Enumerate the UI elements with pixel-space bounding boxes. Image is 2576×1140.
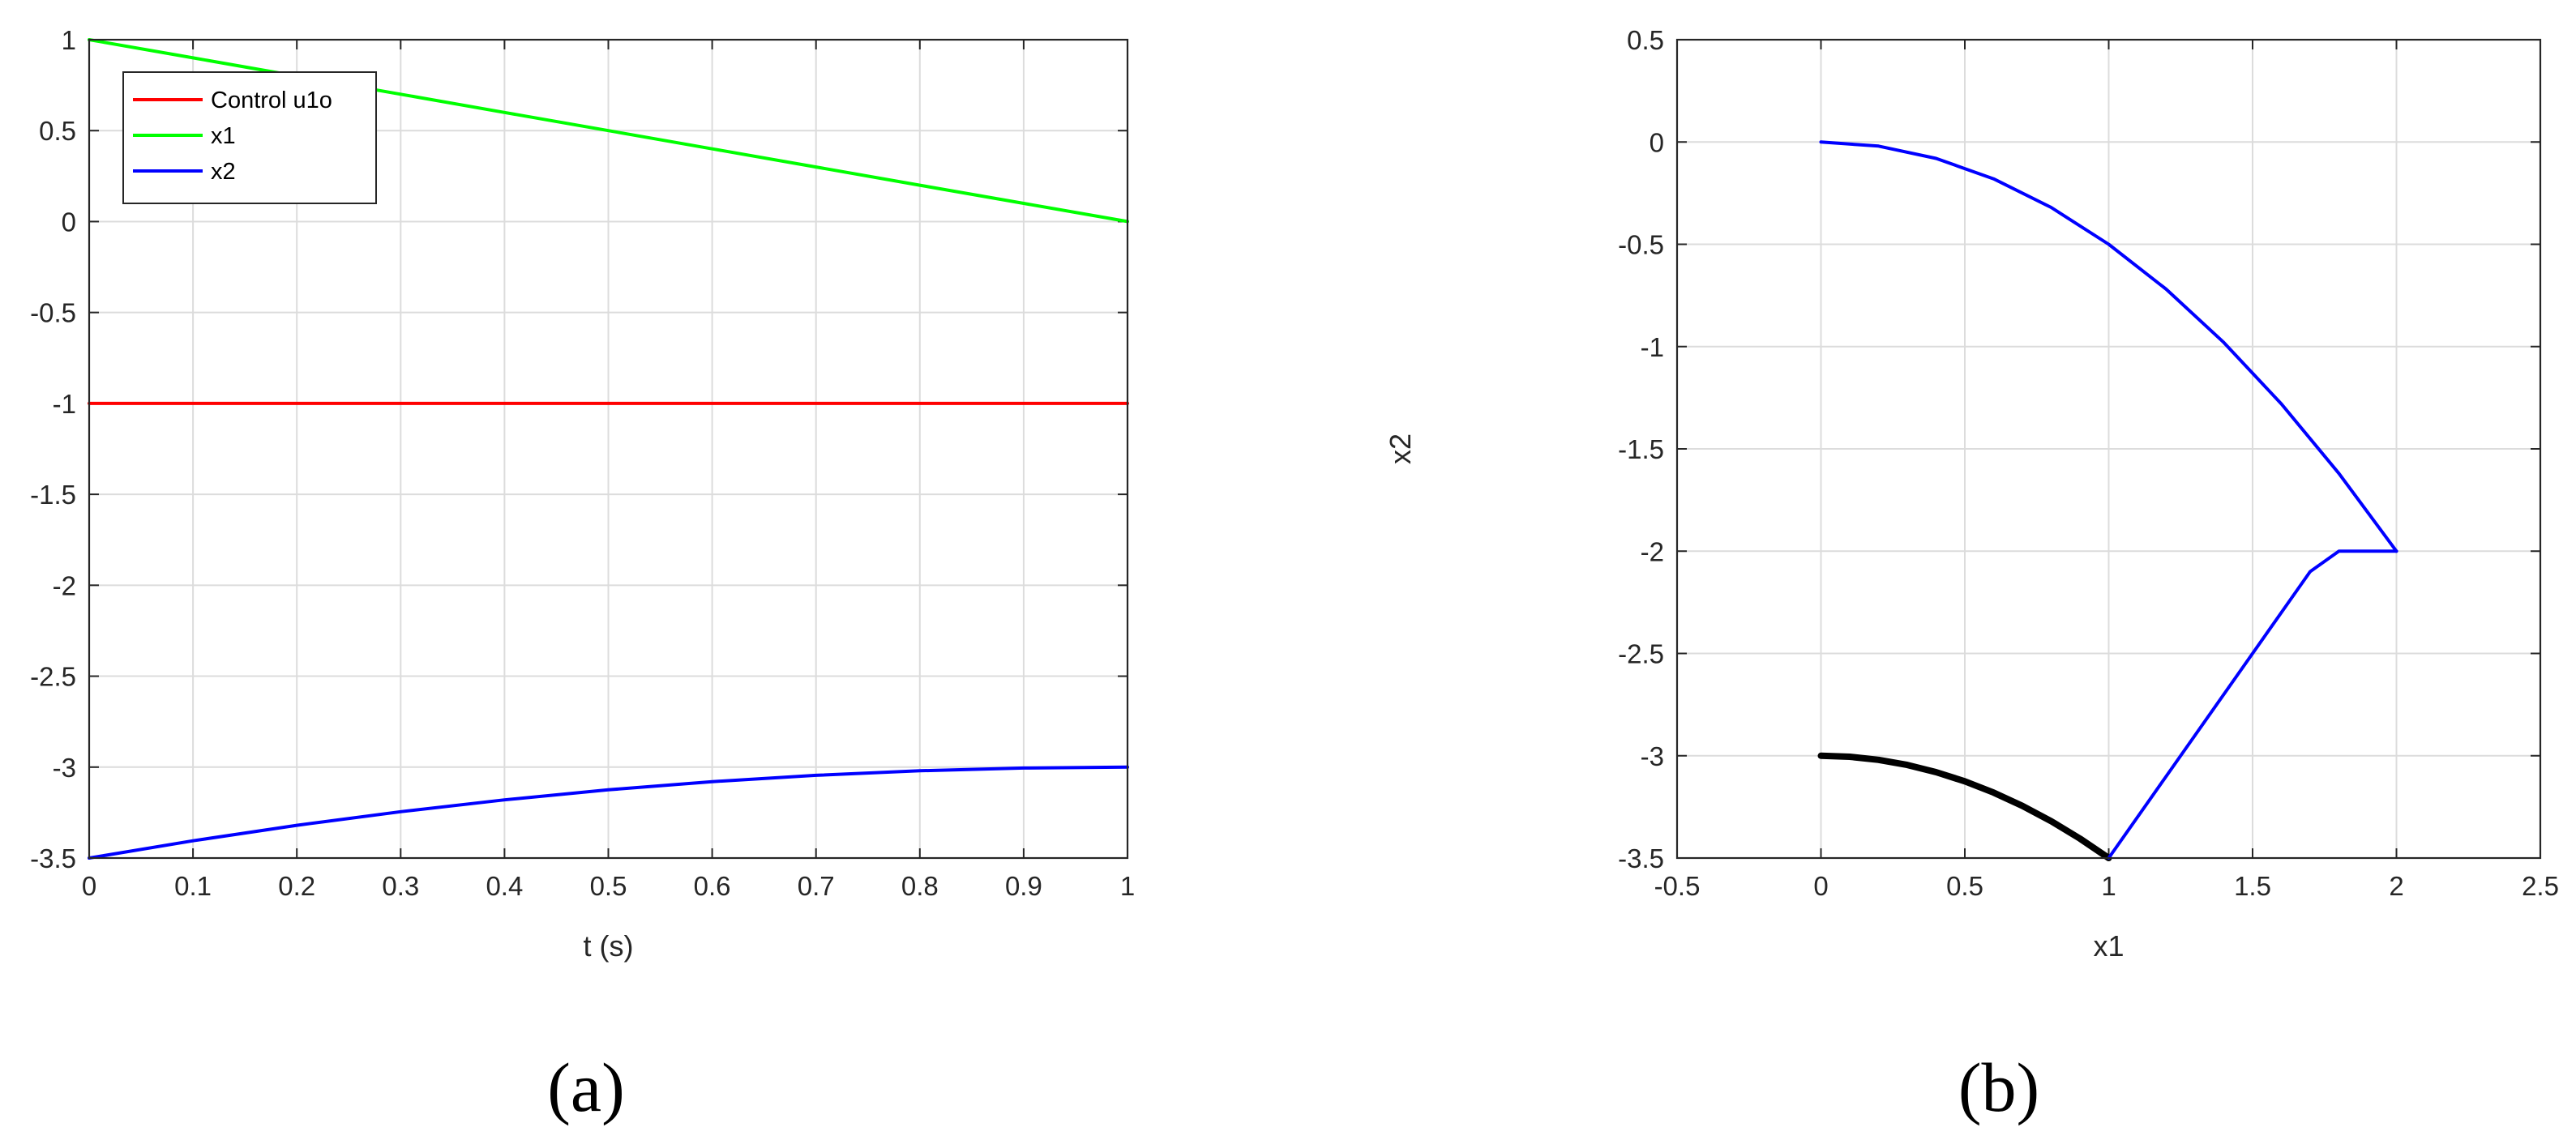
x-tick-label: 2 xyxy=(2389,871,2403,901)
panel-caption: (a) xyxy=(547,1048,624,1126)
plot-frame xyxy=(1675,38,2542,860)
x-axis-label: t (s) xyxy=(584,929,634,963)
series-line-3 xyxy=(1819,140,2398,553)
y-tick-label: -3.5 xyxy=(30,843,76,873)
y-tick-label: 0.5 xyxy=(1627,25,1664,55)
y-tick-label: -3 xyxy=(53,753,76,783)
y-tick-label: -1.5 xyxy=(1618,434,1664,464)
legend-label: Control u1o xyxy=(211,88,332,113)
y-tick-label: -2.5 xyxy=(30,662,76,692)
y-tick-label: 0 xyxy=(1650,127,1664,157)
x-tick-label: 0.6 xyxy=(694,871,731,901)
x-tick-label: 1 xyxy=(2101,871,2116,901)
x-tick-label: 0.8 xyxy=(901,871,939,901)
series-line-1 xyxy=(1817,752,2112,861)
legend: Control u1o x1 x2 xyxy=(122,71,377,204)
x-tick-label: 1 xyxy=(1120,871,1135,901)
y-tick-label: -0.5 xyxy=(1618,230,1664,260)
x-tick-label: 0.2 xyxy=(278,871,315,901)
x-tick-label: 0.1 xyxy=(174,871,212,901)
x-axis-label: x1 xyxy=(2093,929,2124,963)
y-tick-label: -2 xyxy=(1641,536,1664,566)
legend-label: x2 xyxy=(211,159,236,185)
series-line-x1 xyxy=(88,38,1129,224)
y-tick-label: 0.5 xyxy=(39,116,76,146)
legend-box xyxy=(122,71,377,204)
grid-lines xyxy=(1676,39,2541,859)
x-tick-label: 1.5 xyxy=(2234,871,2271,901)
x-tick-label: 0.5 xyxy=(1946,871,1983,901)
x-tick-label: 0.9 xyxy=(1005,871,1042,901)
y-tick-label: -2.5 xyxy=(1618,639,1664,669)
y-tick-label: -1 xyxy=(53,389,76,419)
y-tick-label: -3 xyxy=(1641,741,1664,771)
legend-label: x1 xyxy=(211,123,236,149)
series-line-x2 xyxy=(88,765,1129,860)
y-axis-label: x2 xyxy=(1384,433,1417,464)
y-tick-label: -1 xyxy=(1641,332,1664,362)
panel-caption: (b) xyxy=(1958,1048,2039,1126)
chart-panel-b: -0.5 0 0.5 1 1.5 2 2.5 0.5 0 -0.5 -1 -1.5 -2 -2.5 -3 -3… xyxy=(1384,25,2559,1126)
x-tick-label: -0.5 xyxy=(1654,871,1701,901)
y-tick-label: -2 xyxy=(53,570,76,600)
x-tick-label: 0 xyxy=(1813,871,1828,901)
x-tick-label: 0.5 xyxy=(590,871,627,901)
x-tick-label: 0.4 xyxy=(486,871,523,901)
y-tick-label: 0 xyxy=(62,207,76,237)
x-tick-label: 0.7 xyxy=(798,871,835,901)
chart-panel-a: 0 0.1 0.2 0.3 0.4 0.5 0.6 0.7 0.8 0.9 1 1 0.5 0 -0.5 -1… xyxy=(30,25,1135,1126)
y-tick-label: -3.5 xyxy=(1618,843,1664,873)
x-tick-label: 2.5 xyxy=(2522,871,2559,901)
y-tick-label: -0.5 xyxy=(30,298,76,328)
y-tick-label: -1.5 xyxy=(30,480,76,510)
x-tick-label: 0 xyxy=(82,871,96,901)
series-line-2 xyxy=(2107,549,2398,860)
plot-frame xyxy=(88,38,1129,860)
y-tick-label: 1 xyxy=(62,25,76,55)
x-tick-label: 0.3 xyxy=(382,871,419,901)
